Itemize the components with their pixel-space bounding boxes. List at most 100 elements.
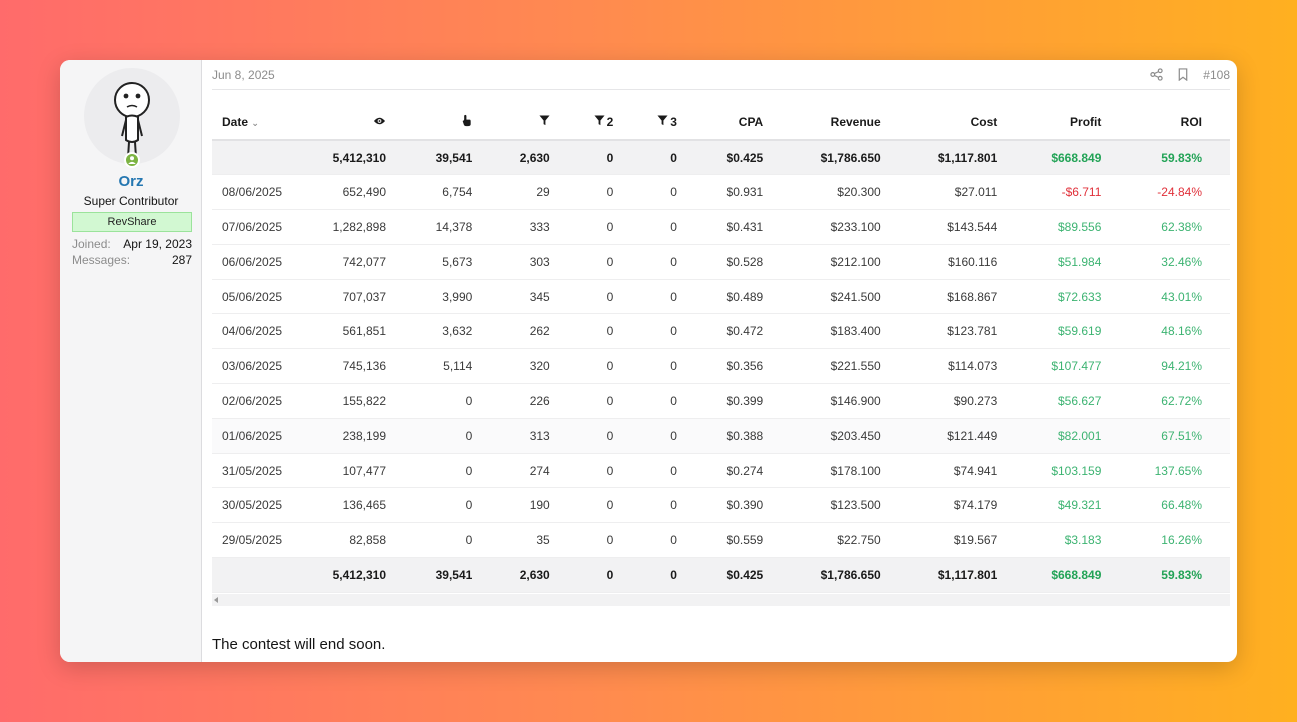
messages-label: Messages: — [72, 253, 131, 267]
table-cell: 0 — [641, 487, 705, 524]
eye-icon — [373, 115, 386, 129]
table-cell: 742,077 — [305, 244, 415, 280]
share-icon[interactable] — [1150, 68, 1163, 81]
table-body: 5,412,310 39,541 2,630 0 0 $0.425 $1,786.650 $1… — [212, 140, 1230, 593]
table-cell: 0 — [641, 348, 705, 385]
table-cell: 107,477 — [305, 453, 415, 489]
post-card: Orz Super Contributor RevShare Joined: A… — [60, 60, 1237, 662]
table-cell: $123.781 — [908, 313, 1026, 350]
post-number-link[interactable]: #108 — [1203, 67, 1230, 82]
table-cell: $82.001 — [1025, 418, 1130, 454]
table-cell: 31/05/2025 — [212, 453, 306, 489]
table-cell: $123.500 — [791, 487, 909, 524]
col-funnel2-header[interactable]: 2 — [577, 104, 642, 141]
col-date-header[interactable]: Date ⌄ — [212, 104, 306, 141]
col-clicks-header[interactable] — [414, 104, 501, 141]
table-cell: $0.425 — [704, 557, 792, 593]
table-cell: 59.83% — [1129, 140, 1230, 176]
table-cell: 0 — [641, 557, 705, 593]
table-cell: 262 — [500, 313, 578, 350]
table-cell: 0 — [577, 522, 642, 559]
table-cell: 0 — [577, 244, 642, 280]
table-row: 01/06/2025 238,199 0 313 0 0 $0.388 $203.450 $12… — [212, 418, 1230, 454]
col-roi-header[interactable]: ROI — [1129, 104, 1230, 141]
table-cell: $0.390 — [704, 487, 792, 524]
post-date[interactable]: Jun 8, 2025 — [212, 67, 275, 82]
col-cpa-header[interactable]: CPA — [704, 104, 792, 141]
col-cost-header[interactable]: Cost — [908, 104, 1026, 141]
table-cell: 0 — [577, 140, 642, 176]
post-main: Jun 8, 2025 #108 Date ⌄ — [202, 60, 1237, 662]
avatar[interactable] — [84, 68, 180, 164]
table-cell: $56.627 — [1025, 383, 1130, 419]
joined-stat: Joined: Apr 19, 2023 — [72, 237, 192, 251]
table-cell: 190 — [500, 487, 578, 524]
table-cell: 35 — [500, 522, 578, 559]
table-cell: $1,786.650 — [791, 140, 909, 176]
table-cell: 39,541 — [414, 140, 501, 176]
table-cell: 313 — [500, 418, 578, 454]
table-cell: $183.400 — [791, 313, 909, 350]
table-cell: 303 — [500, 244, 578, 280]
table-cell: $90.273 — [908, 383, 1026, 419]
table-cell: $0.274 — [704, 453, 792, 489]
avatar-image[interactable] — [84, 68, 180, 164]
table-cell: 0 — [641, 279, 705, 315]
table-cell: 3,632 — [414, 313, 501, 350]
table-cell: $0.356 — [704, 348, 792, 385]
table-cell: $107.477 — [1025, 348, 1130, 385]
table-total-row: 5,412,310 39,541 2,630 0 0 $0.425 $1,786.650 $1… — [212, 140, 1230, 176]
table-cell: 652,490 — [305, 174, 415, 211]
col-funnel3-header[interactable]: 3 — [641, 104, 705, 141]
table-cell: $143.544 — [908, 209, 1026, 245]
table-cell: 226 — [500, 383, 578, 419]
table-cell: 238,199 — [305, 418, 415, 454]
table-cell: 0 — [414, 487, 501, 524]
table-cell: $74.179 — [908, 487, 1026, 524]
table-cell: $0.431 — [704, 209, 792, 245]
scroll-left-icon[interactable] — [214, 597, 218, 603]
table-cell: 06/06/2025 — [212, 244, 306, 280]
col-revenue-header[interactable]: Revenue — [791, 104, 909, 141]
table-row: 05/06/2025 707,037 3,990 345 0 0 $0.489 $241.50… — [212, 279, 1230, 315]
table-cell: 0 — [641, 522, 705, 559]
table-cell: $668.849 — [1025, 557, 1130, 593]
table-cell: $49.321 — [1025, 487, 1130, 524]
table-cell: $0.472 — [704, 313, 792, 350]
table-cell: $3.183 — [1025, 522, 1130, 559]
table-total-row: 5,412,310 39,541 2,630 0 0 $0.425 $1,786.650 $1… — [212, 557, 1230, 593]
table-cell: 04/06/2025 — [212, 313, 306, 350]
table-cell: 5,673 — [414, 244, 501, 280]
stats-table: Date ⌄ 2 3 CPA — [212, 104, 1230, 593]
table-cell: $203.450 — [791, 418, 909, 454]
table-cell: $0.559 — [704, 522, 792, 559]
table-cell: 0 — [414, 522, 501, 559]
table-cell: 16.26% — [1129, 522, 1230, 559]
table-row: 06/06/2025 742,077 5,673 303 0 0 $0.528 $212.10… — [212, 244, 1230, 280]
table-cell: $59.619 — [1025, 313, 1130, 350]
table-cell: 0 — [641, 174, 705, 211]
pointer-icon — [461, 114, 472, 130]
table-cell: 345 — [500, 279, 578, 315]
table-cell: 2,630 — [500, 140, 578, 176]
table-cell: 30/05/2025 — [212, 487, 306, 524]
table-cell: 29 — [500, 174, 578, 211]
bookmark-icon[interactable] — [1177, 68, 1189, 81]
table-cell: $168.867 — [908, 279, 1026, 315]
table-cell: 0 — [414, 418, 501, 454]
table-cell: 2,630 — [500, 557, 578, 593]
horizontal-scrollbar[interactable] — [212, 594, 1230, 606]
messages-value[interactable]: 287 — [171, 253, 192, 267]
post-body-text: The contest will end soon. — [212, 636, 386, 653]
col-funnel1-header[interactable] — [500, 104, 578, 141]
table-row: 31/05/2025 107,477 0 274 0 0 $0.274 $178.100 $74… — [212, 453, 1230, 489]
table-cell: 66.48% — [1129, 487, 1230, 524]
table-cell: 48.16% — [1129, 313, 1230, 350]
user-sidebar: Orz Super Contributor RevShare Joined: A… — [60, 60, 202, 662]
col-views-header[interactable] — [305, 104, 415, 141]
username-link[interactable]: Orz — [118, 173, 144, 190]
post-actions: #108 — [1150, 68, 1230, 82]
col-profit-header[interactable]: Profit — [1025, 104, 1130, 141]
table-cell: $178.100 — [791, 453, 909, 489]
table-cell: $668.849 — [1025, 140, 1130, 176]
